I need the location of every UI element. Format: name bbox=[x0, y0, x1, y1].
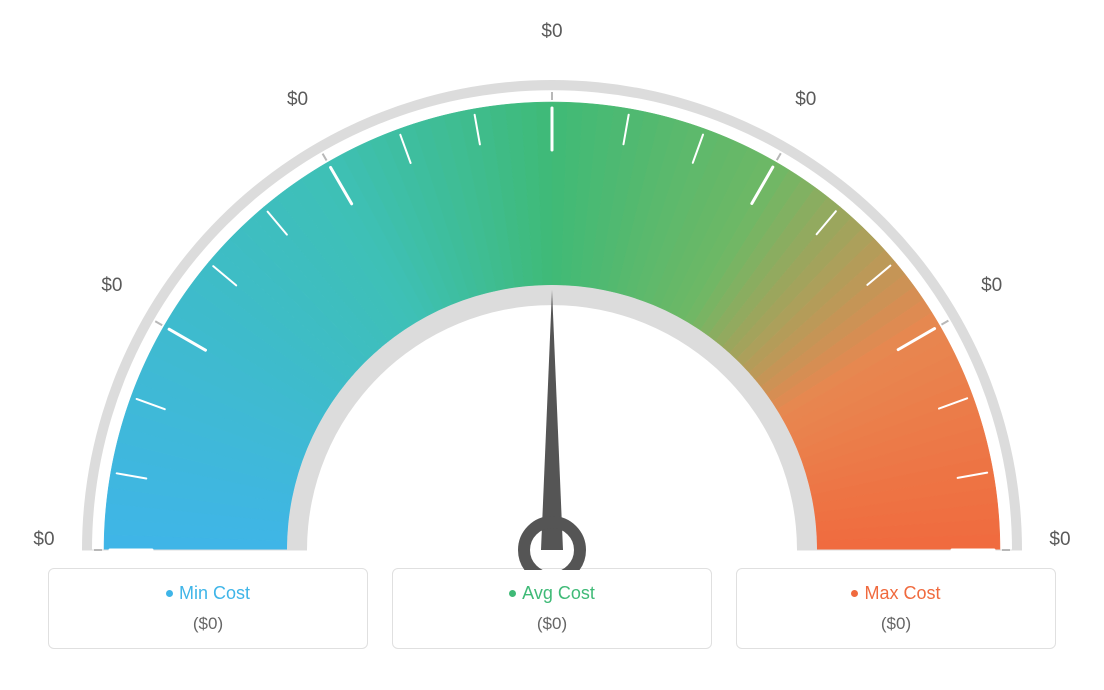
legend-value-max: ($0) bbox=[737, 614, 1055, 634]
gauge-tick-label: $0 bbox=[981, 275, 1002, 297]
legend-title-max: Max Cost bbox=[864, 583, 940, 604]
legend-value-avg: ($0) bbox=[393, 614, 711, 634]
legend-dot-max bbox=[851, 590, 858, 597]
legend-card-max: Max Cost ($0) bbox=[736, 568, 1056, 649]
gauge-tick-label: $0 bbox=[795, 89, 816, 111]
legend-title-avg: Avg Cost bbox=[522, 583, 595, 604]
gauge-tick-label: $0 bbox=[101, 275, 122, 297]
legend-dot-min bbox=[166, 590, 173, 597]
gauge-chart: $0 $0 $0 $0 $0 $0 $0 bbox=[0, 0, 1104, 560]
legend-card-avg: Avg Cost ($0) bbox=[392, 568, 712, 649]
gauge-tick-label: $0 bbox=[287, 89, 308, 111]
legend-dot-avg bbox=[509, 590, 516, 597]
gauge-tick-label: $0 bbox=[541, 21, 562, 43]
legend-title-min: Min Cost bbox=[179, 583, 250, 604]
gauge-tick-label: $0 bbox=[33, 529, 54, 551]
legend-row: Min Cost ($0) Avg Cost ($0) Max Cost ($0… bbox=[0, 568, 1104, 649]
legend-card-min: Min Cost ($0) bbox=[48, 568, 368, 649]
gauge-tick-label: $0 bbox=[1049, 529, 1070, 551]
gauge-svg bbox=[0, 10, 1104, 570]
legend-value-min: ($0) bbox=[49, 614, 367, 634]
